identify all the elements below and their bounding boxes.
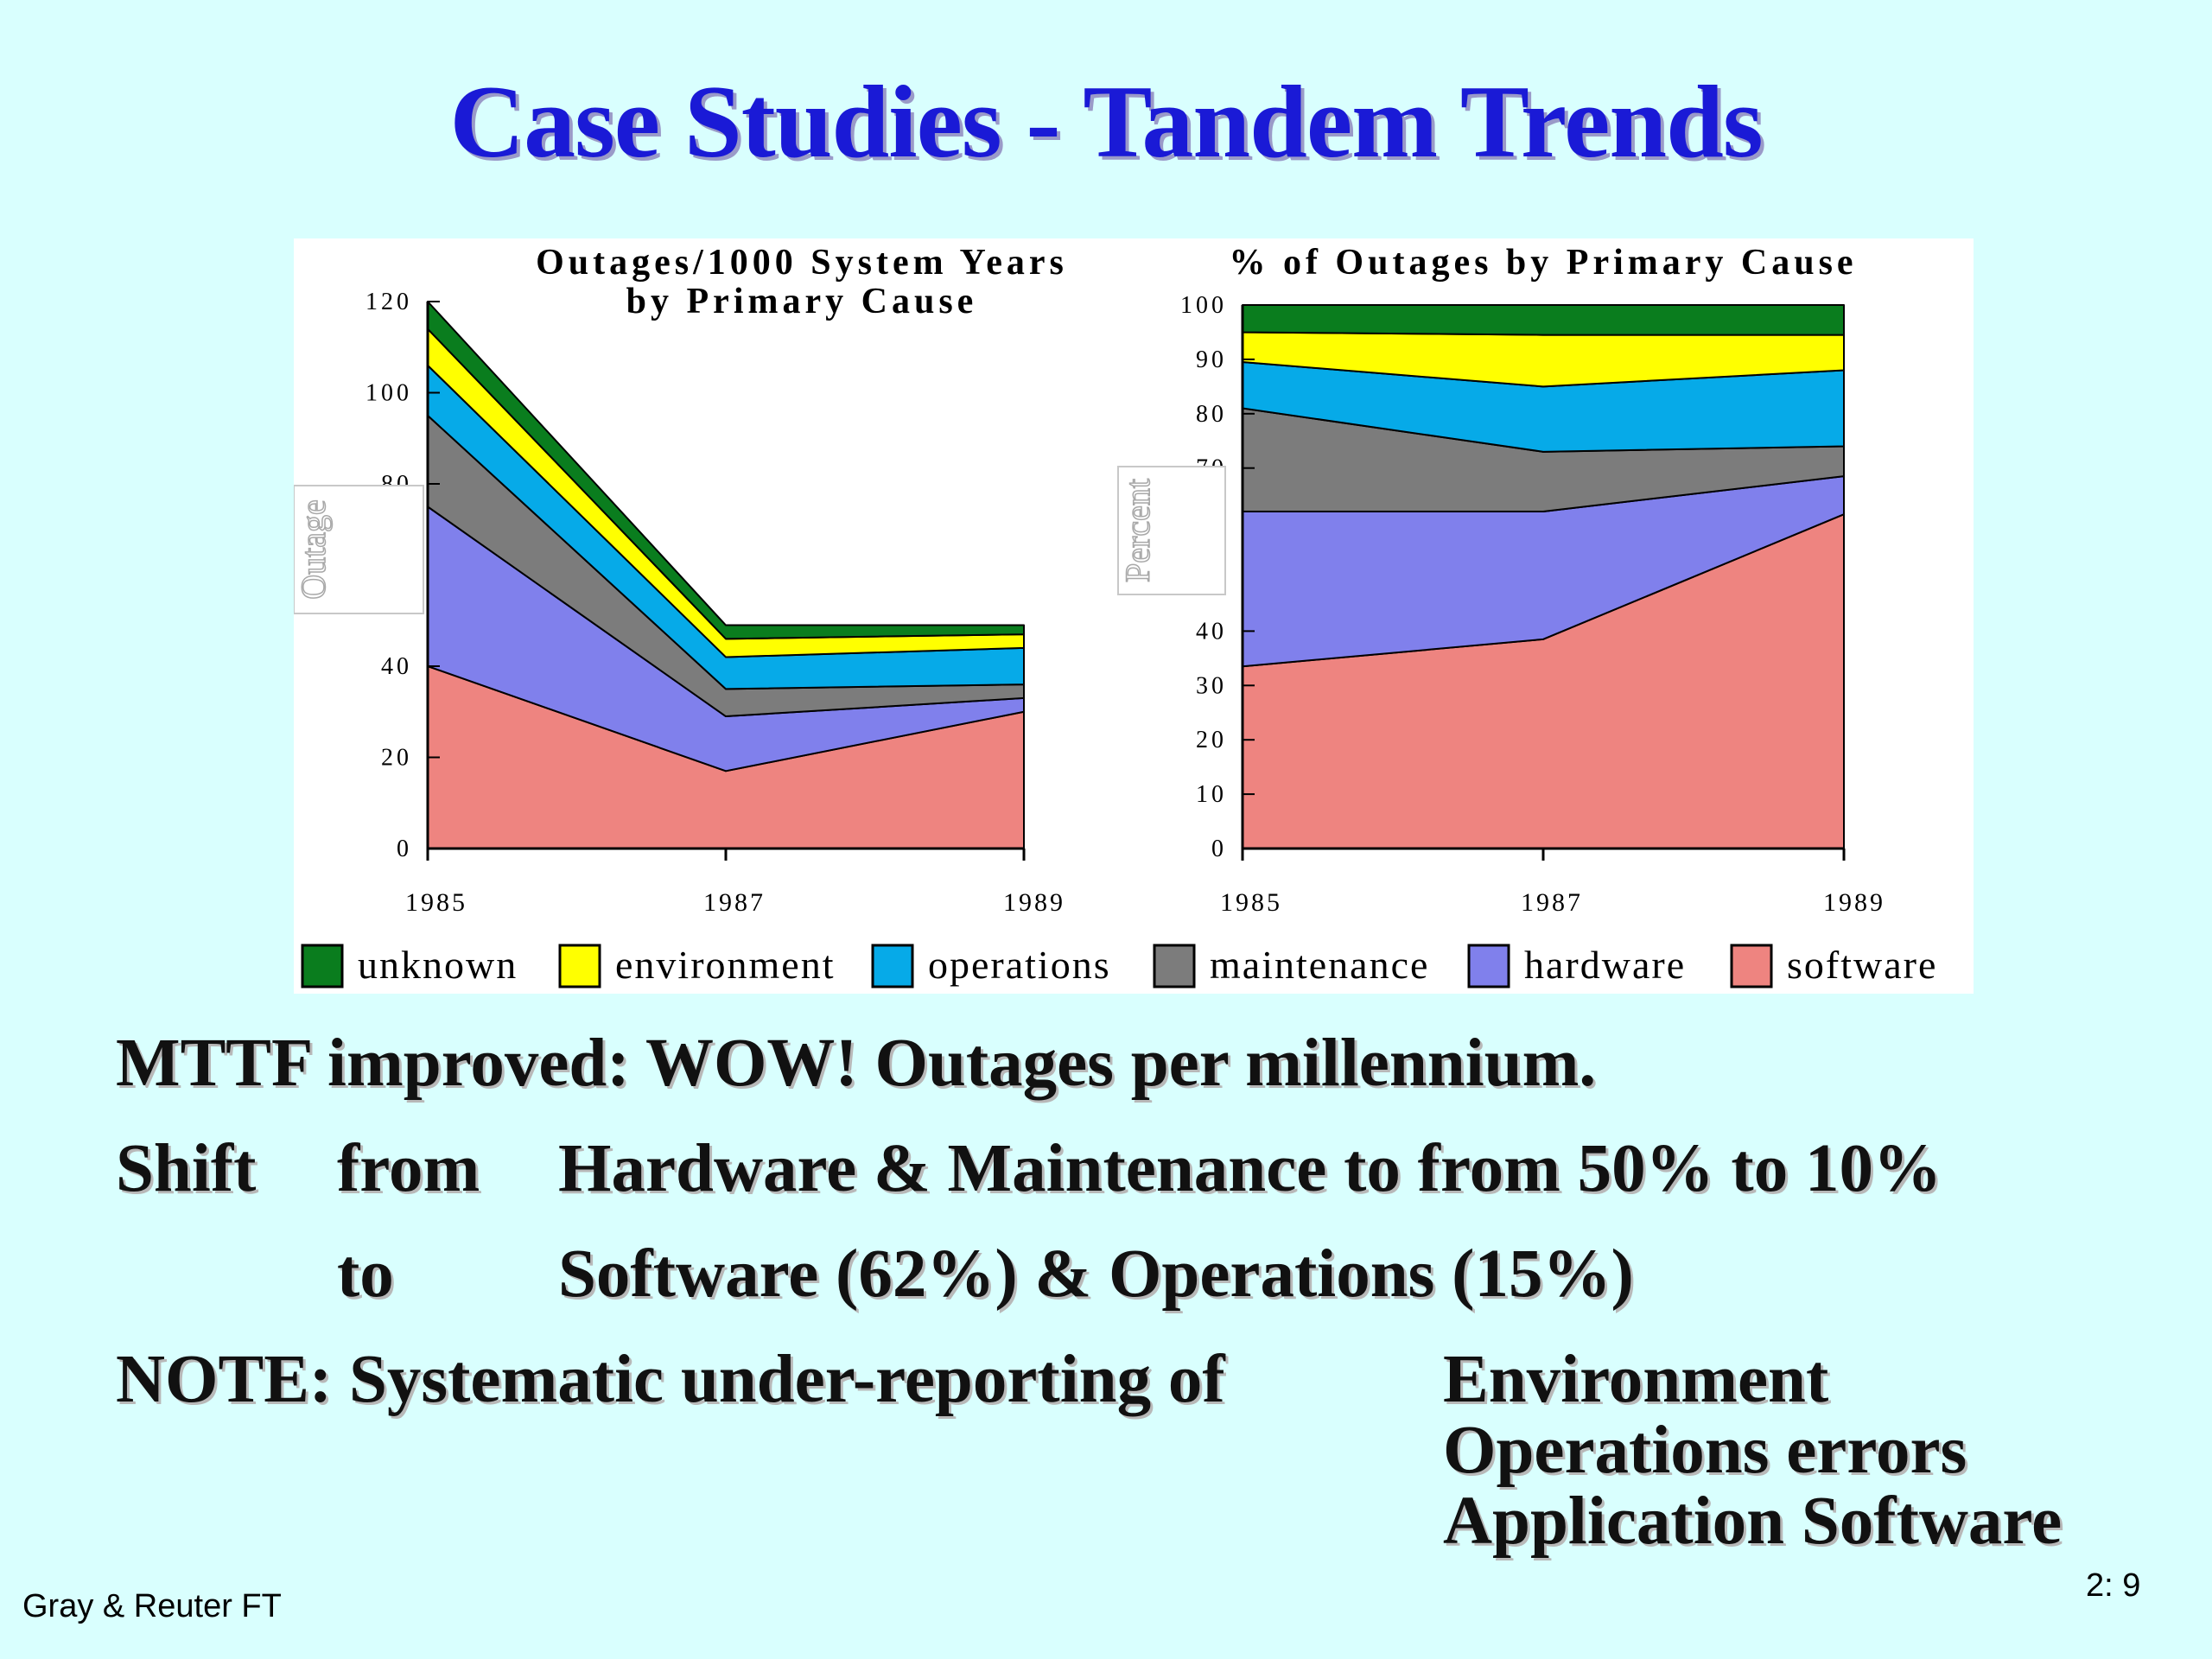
x-tick-label-chart2-1985: 1985 [1220,888,1282,917]
legend-swatch-unknown [301,944,344,988]
x-tick-label-chart1-1987: 1987 [703,888,766,917]
y-label-box-chart1 [294,485,424,614]
y-tick-label-chart1-20: 20 [381,745,412,772]
shift-label: Shift [116,1131,257,1206]
y-tick-label-chart2-10: 10 [1196,781,1227,808]
y-tick-label-chart2-100: 100 [1180,292,1227,319]
chart-title-2: % of Outages by Primary Cause [1229,243,1857,283]
note-item-operations-errors: Operations errors [1443,1413,1967,1488]
y-tick-label-chart1-120: 120 [365,289,412,315]
note-item-environment: Environment [1443,1342,1829,1417]
note-item-application-software: Application Software [1443,1484,2063,1559]
y-axis-label-chart1: Outage [294,499,333,600]
footer-page-number: 2: 9 [2086,1567,2141,1604]
legend-label-environment: environment [615,943,836,987]
x-tick-label-chart1-1989: 1989 [1003,888,1065,917]
legend-swatch-environment [558,944,601,988]
from-text: Hardware & Maintenance to from 50% to 10… [558,1131,1942,1206]
y-tick-label-chart1-40: 40 [381,653,412,680]
x-tick-label-chart2-1987: 1987 [1521,888,1583,917]
x-tick-label-chart1-1985: 1985 [405,888,467,917]
y-tick-label-chart2-40: 40 [1196,618,1227,645]
chart-title-1: Outages/1000 System Years [536,243,1068,283]
y-tick-label-chart1-0: 0 [397,836,412,862]
legend-swatch-operations [871,944,914,988]
y-tick-label-chart2-30: 30 [1196,672,1227,699]
area-unknown-chart2 [1242,304,1845,336]
legend-label-software: software [1787,943,1937,987]
footer-author: Gray & Reuter FT [22,1588,282,1624]
y-axis-label-chart2: Percent [1118,479,1157,582]
y-label-box-chart2 [1117,466,1226,595]
legend-label-hardware: hardware [1524,943,1686,987]
chart-subtitle-1: by Primary Cause [626,282,978,321]
y-tick-label-chart2-90: 90 [1196,346,1227,373]
to-label: to [337,1236,394,1312]
chart-figure: 0 20 40 80 100 120 1985 1987 1989 Outages/1000 Sy… [294,238,1974,994]
y-tick-label-chart1-100: 100 [365,380,412,407]
legend-swatch-software [1730,944,1773,988]
legend-swatch-maintenance [1153,944,1196,988]
from-label: from [337,1131,480,1206]
y-tick-label-chart2-0: 0 [1211,836,1227,862]
y-tick-label-chart2-20: 20 [1196,727,1227,753]
legend-label-unknown: unknown [358,943,518,987]
legend-label-maintenance: maintenance [1210,943,1429,987]
to-text: Software (62%) & Operations (15%) [558,1236,1634,1312]
mttf-statement: MTTF improved: WOW! Outages per millenni… [116,1026,1597,1101]
legend-swatch-hardware [1467,944,1510,988]
slide-title: Case Studies - Tandem Trends [449,64,1763,179]
note-label: NOTE: Systematic under-reporting of [116,1342,1225,1417]
y-tick-label-chart2-80: 80 [1196,401,1227,428]
legend-label-operations: operations [928,943,1111,987]
x-tick-label-chart2-1989: 1989 [1823,888,1885,917]
